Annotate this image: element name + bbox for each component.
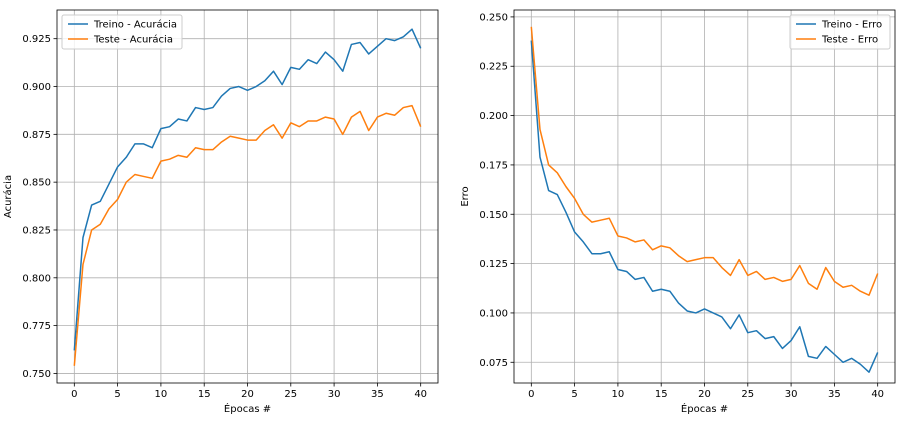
error-series-lines (530, 26, 879, 373)
error-y-tick-label: 0.125 (479, 259, 508, 270)
error-x-tick-label: 30 (785, 389, 798, 400)
error-legend-label-teste: Teste - Erro (821, 35, 878, 46)
error-series-line-treino (530, 40, 879, 373)
accuracy-series-line-teste (73, 104, 422, 366)
accuracy-chart: 0 5 10 15 20 25 30 35 40 0.750 0.775 0.800 0.825 0.8… (2, 9, 439, 415)
accuracy-series-lines (73, 28, 422, 366)
accuracy-y-ticks: 0.750 0.775 0.800 0.825 0.850 0.875 0.900 0.925 (22, 34, 57, 380)
error-y-ticks: 0.075 0.100 0.125 0.150 0.175 0.200 0.225 0.250 (479, 12, 514, 369)
error-series-line-teste (530, 26, 879, 296)
error-y-tick-label: 0.225 (479, 62, 508, 73)
error-x-tick-label: 20 (698, 389, 711, 400)
error-x-tick-label: 40 (871, 389, 884, 400)
accuracy-x-tick-label: 10 (155, 389, 168, 400)
accuracy-legend-label-teste: Teste - Acurácia (93, 34, 173, 46)
accuracy-x-tick-label: 15 (198, 389, 211, 400)
error-x-tick-label: 15 (655, 389, 668, 400)
accuracy-legend-box (61, 14, 183, 50)
error-chart: 0 5 10 15 20 25 30 35 40 0.075 0.100 0.125 0.150 0.1… (460, 9, 896, 415)
error-x-tick-label: 10 (612, 389, 625, 400)
accuracy-y-axis-label: Acurácia (2, 175, 14, 218)
accuracy-y-tick-label: 0.925 (22, 34, 51, 45)
accuracy-x-tick-label: 25 (284, 389, 297, 400)
accuracy-y-tick-label: 0.850 (22, 178, 51, 189)
accuracy-x-tick-label: 5 (114, 389, 120, 400)
accuracy-series-line-treino (73, 28, 422, 351)
accuracy-x-axis-label: Épocas # (224, 402, 271, 415)
error-x-tick-label: 5 (571, 389, 577, 400)
error-y-tick-label: 0.200 (479, 111, 508, 122)
error-legend: Treino - Erro Teste - Erro (789, 14, 891, 50)
accuracy-x-tick-label: 30 (328, 389, 341, 400)
accuracy-x-tick-label: 20 (241, 389, 254, 400)
accuracy-grid (57, 10, 438, 383)
error-x-tick-label: 35 (828, 389, 841, 400)
accuracy-x-tick-label: 35 (371, 389, 384, 400)
accuracy-legend: Treino - Acurácia Teste - Acurácia (61, 14, 183, 50)
accuracy-x-tick-label: 0 (71, 389, 77, 400)
error-x-axis-label: Épocas # (681, 402, 728, 415)
accuracy-y-tick-label: 0.900 (22, 82, 51, 93)
accuracy-y-tick-label: 0.775 (22, 321, 51, 332)
accuracy-legend-label-treino: Treino - Acurácia (93, 19, 177, 31)
error-x-tick-label: 25 (741, 389, 754, 400)
error-y-tick-label: 0.175 (479, 160, 508, 171)
accuracy-y-tick-label: 0.750 (22, 369, 51, 380)
accuracy-y-tick-label: 0.825 (22, 225, 51, 236)
error-legend-label-treino: Treino - Erro (821, 20, 882, 31)
accuracy-x-tick-label: 40 (414, 389, 427, 400)
error-y-tick-label: 0.075 (479, 358, 508, 369)
accuracy-y-tick-label: 0.800 (22, 273, 51, 284)
error-y-tick-label: 0.150 (479, 210, 508, 221)
error-y-tick-label: 0.250 (479, 12, 508, 23)
error-x-ticks: 0 5 10 15 20 25 30 35 40 (528, 383, 884, 400)
error-y-tick-label: 0.100 (479, 308, 508, 319)
error-x-tick-label: 0 (528, 389, 534, 400)
error-y-axis-label: Erro (460, 186, 471, 206)
accuracy-y-tick-label: 0.875 (22, 130, 51, 141)
error-grid (514, 10, 895, 383)
accuracy-x-ticks: 0 5 10 15 20 25 30 35 40 (71, 383, 427, 400)
